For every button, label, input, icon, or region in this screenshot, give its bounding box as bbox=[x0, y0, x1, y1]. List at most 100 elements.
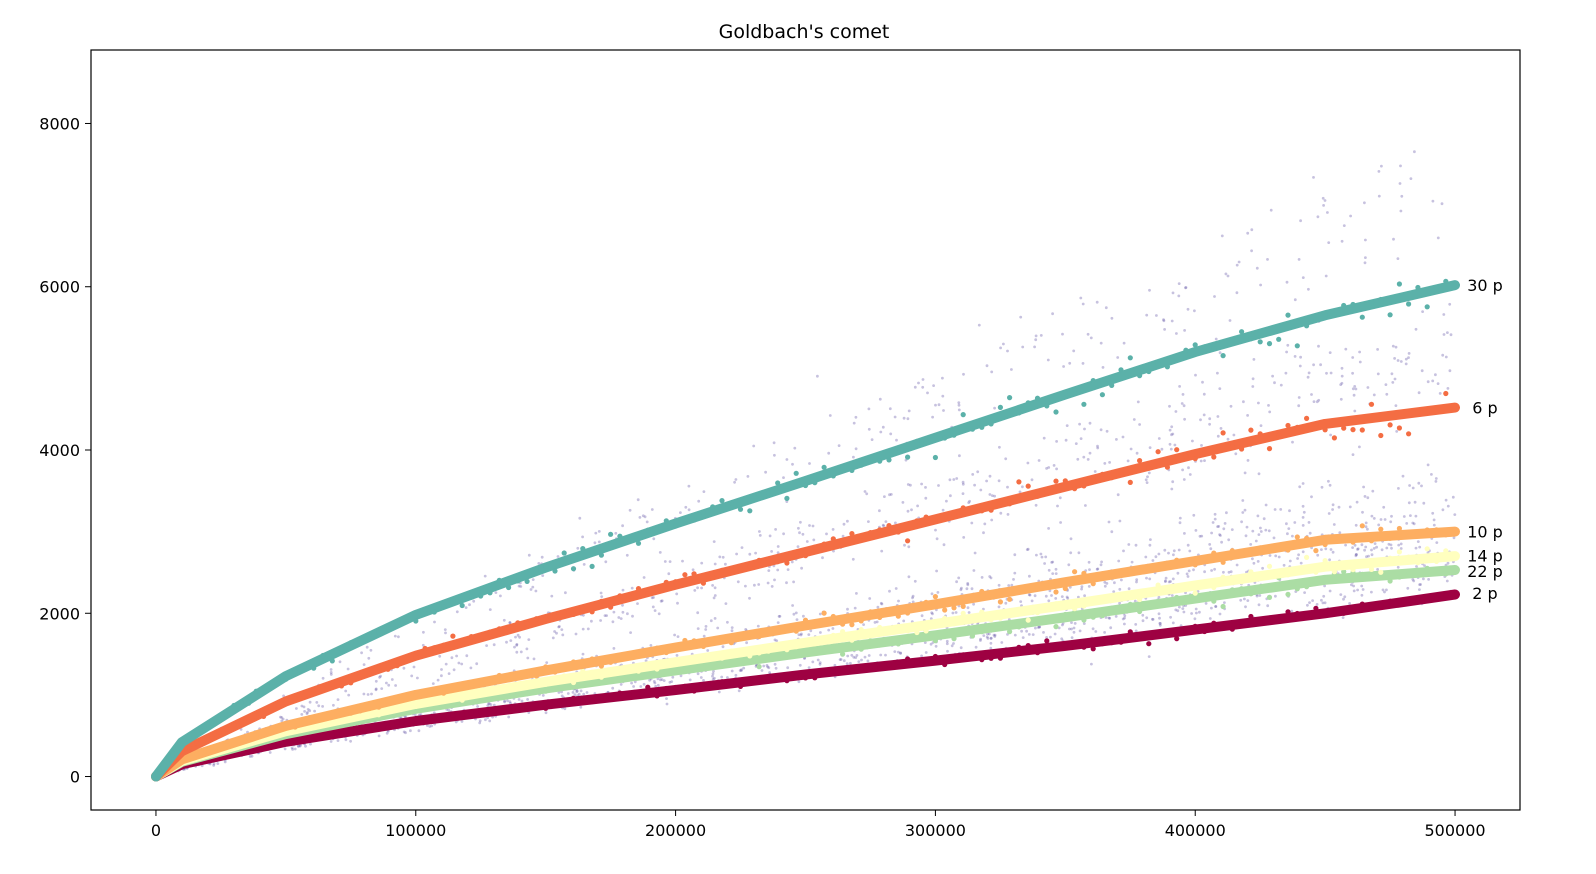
background-point bbox=[962, 372, 965, 376]
background-point bbox=[941, 508, 945, 512]
background-point bbox=[792, 612, 796, 616]
background-point bbox=[997, 583, 1001, 587]
chart-title: Goldbach's comet bbox=[719, 21, 890, 43]
background-point bbox=[1026, 461, 1030, 465]
background-point bbox=[557, 625, 561, 629]
series-point bbox=[1229, 576, 1235, 582]
background-point bbox=[658, 551, 662, 554]
background-point bbox=[989, 636, 993, 640]
background-point bbox=[1105, 582, 1109, 585]
background-point bbox=[365, 645, 369, 649]
background-point bbox=[1323, 601, 1327, 605]
series-point bbox=[1424, 304, 1430, 310]
background-point bbox=[502, 618, 506, 622]
series-point bbox=[246, 735, 252, 741]
background-point bbox=[1252, 561, 1256, 565]
series-point bbox=[496, 709, 502, 716]
background-point bbox=[455, 654, 458, 658]
background-point bbox=[1448, 369, 1452, 373]
background-point bbox=[300, 713, 304, 716]
background-point bbox=[812, 538, 816, 542]
background-point bbox=[1121, 617, 1125, 621]
background-point bbox=[1385, 588, 1388, 592]
background-point bbox=[444, 662, 448, 666]
background-point bbox=[879, 430, 883, 434]
series-point bbox=[1331, 610, 1337, 616]
series-point bbox=[1276, 618, 1282, 624]
background-point bbox=[1012, 578, 1015, 581]
background-point bbox=[1157, 552, 1161, 556]
background-point bbox=[1169, 580, 1172, 583]
background-point bbox=[1138, 423, 1141, 426]
background-point bbox=[1261, 566, 1264, 570]
series-point bbox=[1406, 534, 1412, 540]
background-point bbox=[1406, 586, 1410, 590]
background-point bbox=[1216, 371, 1219, 375]
background-point bbox=[742, 666, 746, 670]
series-point bbox=[635, 691, 642, 697]
background-point bbox=[1177, 548, 1181, 552]
background-point bbox=[852, 421, 856, 425]
background-point bbox=[1409, 177, 1413, 181]
background-point bbox=[665, 702, 669, 706]
background-point bbox=[920, 482, 923, 486]
background-point bbox=[700, 561, 704, 565]
background-point bbox=[1076, 457, 1080, 461]
series-point bbox=[877, 642, 883, 648]
series-point bbox=[1090, 378, 1096, 384]
background-point bbox=[385, 731, 389, 735]
series-point bbox=[1415, 284, 1421, 291]
background-point bbox=[344, 738, 348, 742]
background-point bbox=[1273, 508, 1277, 511]
series-point bbox=[923, 628, 929, 634]
background-point bbox=[338, 660, 342, 664]
background-point bbox=[560, 628, 564, 631]
series-point bbox=[231, 740, 237, 747]
background-point bbox=[1218, 612, 1222, 616]
background-point bbox=[629, 631, 632, 634]
series-point bbox=[338, 646, 345, 652]
background-point bbox=[1358, 350, 1361, 354]
series-point bbox=[867, 609, 874, 615]
background-point bbox=[1271, 374, 1274, 378]
series-point bbox=[1220, 430, 1226, 436]
background-point bbox=[1310, 495, 1313, 499]
background-point bbox=[745, 641, 748, 645]
background-point bbox=[508, 700, 512, 704]
series-point bbox=[468, 682, 474, 688]
background-point bbox=[926, 391, 929, 395]
series-point bbox=[329, 658, 335, 664]
series-point bbox=[1378, 526, 1384, 532]
background-point bbox=[709, 619, 713, 623]
background-point bbox=[433, 620, 436, 624]
background-point bbox=[850, 653, 854, 657]
background-point bbox=[1344, 347, 1348, 351]
background-point bbox=[988, 474, 992, 478]
series-point bbox=[951, 605, 957, 611]
series-point bbox=[1025, 643, 1031, 649]
background-point bbox=[786, 568, 790, 571]
series-point bbox=[1127, 601, 1133, 608]
background-point bbox=[1274, 554, 1278, 558]
background-point bbox=[250, 754, 254, 758]
series-point bbox=[756, 677, 762, 683]
series-point bbox=[1072, 569, 1078, 575]
series-point bbox=[1257, 545, 1263, 551]
background-point bbox=[1363, 548, 1366, 552]
series-point bbox=[1044, 403, 1050, 409]
series-point bbox=[1155, 631, 1161, 637]
background-point bbox=[979, 637, 982, 641]
background-point bbox=[529, 588, 533, 591]
background-point bbox=[1418, 583, 1421, 586]
series-point bbox=[1062, 478, 1068, 484]
background-point bbox=[1229, 570, 1233, 574]
series-point bbox=[283, 699, 289, 706]
series-point bbox=[357, 638, 363, 644]
background-point bbox=[455, 610, 459, 614]
series-point bbox=[413, 693, 419, 699]
background-point bbox=[816, 374, 819, 378]
series-point bbox=[1285, 591, 1291, 597]
background-point bbox=[774, 666, 778, 670]
background-point bbox=[1411, 486, 1415, 490]
